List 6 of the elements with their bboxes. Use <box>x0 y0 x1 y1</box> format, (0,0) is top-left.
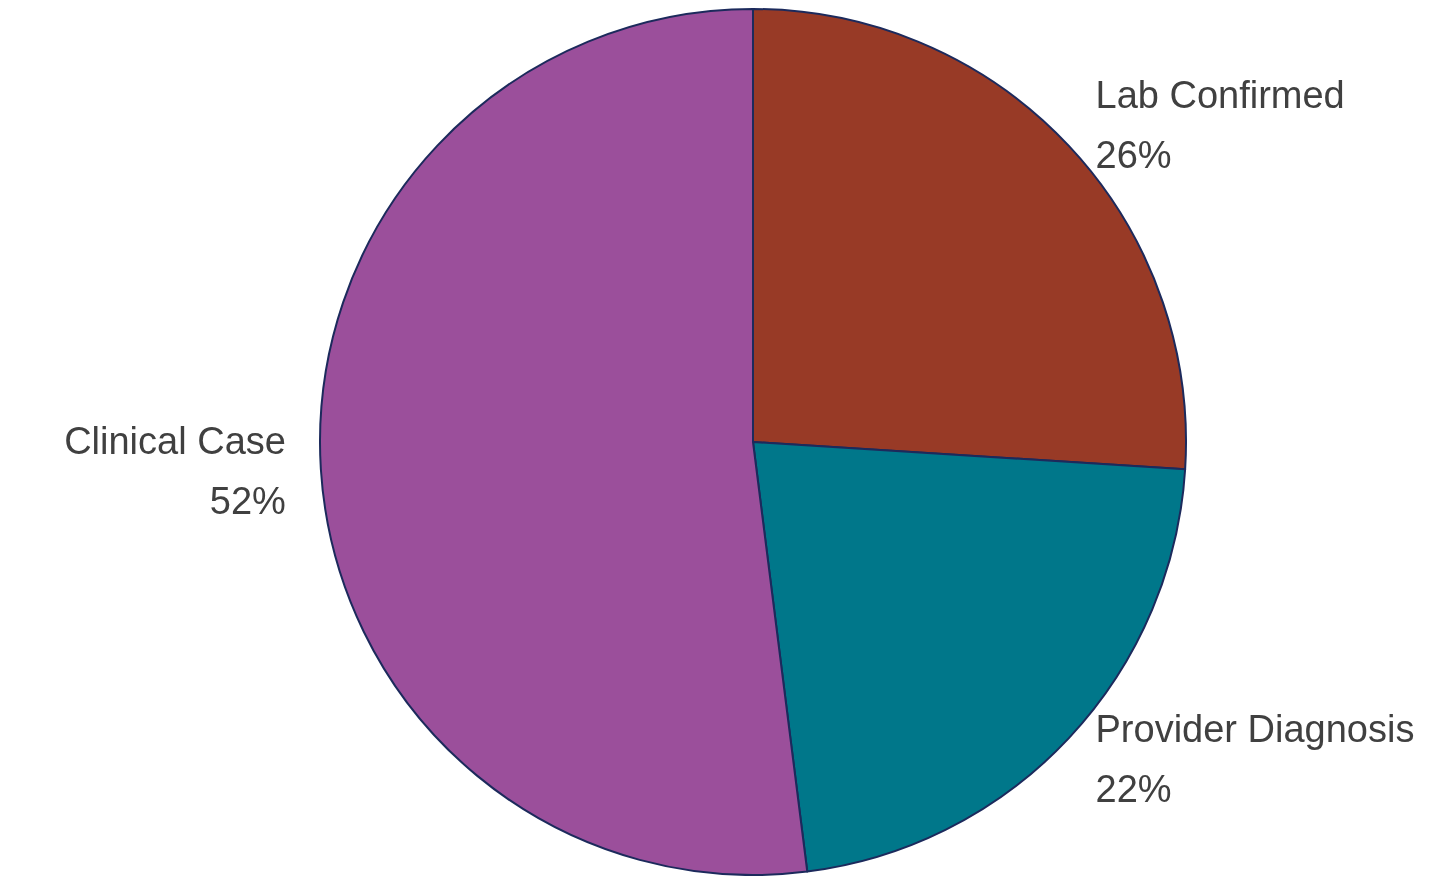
data-label: 52% <box>209 480 286 523</box>
slice-label: Provider Diagnosis <box>1095 707 1415 750</box>
slice-label: Clinical Case <box>64 420 286 463</box>
data-label: 22% <box>1095 767 1172 810</box>
slice-label: Lab Confirmed <box>1095 74 1345 117</box>
data-label: 26% <box>1095 134 1172 177</box>
